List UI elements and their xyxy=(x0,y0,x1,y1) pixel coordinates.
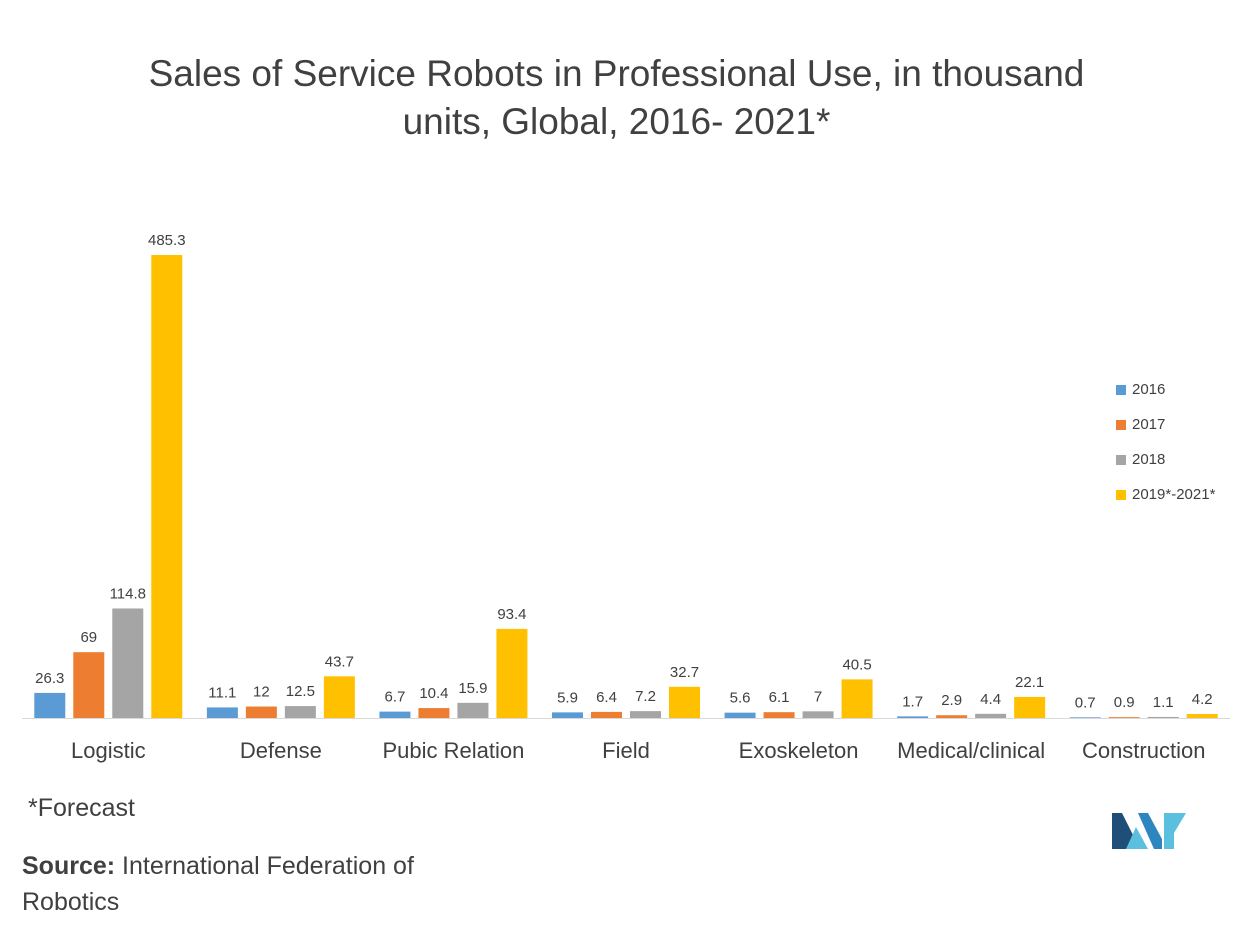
mordor-intelligence-logo xyxy=(1112,813,1186,849)
bar-defense-2019-2021- xyxy=(323,676,355,718)
chart-title-line-2: units, Global, 2016- 2021* xyxy=(402,101,831,142)
bar-construction-2016 xyxy=(1069,717,1101,718)
data-label: 22.1 xyxy=(1015,674,1044,691)
legend-label: 2019*-2021* xyxy=(1132,486,1216,503)
bar-medical-clinical-2017 xyxy=(936,715,968,718)
data-label: 6.7 xyxy=(384,689,405,706)
bar-exoskeleton-2019-2021- xyxy=(841,679,873,718)
data-label: 1.7 xyxy=(902,693,923,710)
bar-defense-2018 xyxy=(284,706,316,718)
chart-title: Sales of Service Robots in Professional … xyxy=(0,50,1233,146)
bar-pubic-relation-2017 xyxy=(418,708,450,718)
data-label: 6.1 xyxy=(769,689,790,706)
data-label: 2.9 xyxy=(941,692,962,709)
data-label: 40.5 xyxy=(842,656,871,673)
legend-swatch xyxy=(1116,489,1126,500)
data-label: 11.1 xyxy=(208,684,236,701)
data-label: 0.7 xyxy=(1075,694,1096,711)
legend-label: 2018 xyxy=(1132,451,1166,468)
bar-field-2016 xyxy=(552,712,583,718)
data-label: 114.8 xyxy=(110,585,146,602)
category-label: Construction xyxy=(1082,738,1206,763)
legend-item: 2019*-2021* xyxy=(1116,477,1215,512)
data-label: 7 xyxy=(814,688,822,705)
bar-construction-2019-2021- xyxy=(1186,713,1218,718)
data-label: 69 xyxy=(80,629,97,646)
data-label: 6.4 xyxy=(596,689,617,706)
legend-swatch xyxy=(1116,454,1126,465)
data-label: 5.6 xyxy=(730,690,751,707)
category-label: Exoskeleton xyxy=(739,738,859,763)
bar-field-2018 xyxy=(630,711,661,718)
data-label: 15.9 xyxy=(458,680,487,697)
category-label: Medical/clinical xyxy=(897,738,1045,763)
bar-construction-2018 xyxy=(1147,716,1179,718)
legend-swatch xyxy=(1116,419,1126,430)
bar-field-2017 xyxy=(591,711,622,718)
bar-logistic-2019-2021- xyxy=(151,255,183,718)
data-label: 32.7 xyxy=(670,664,699,681)
bar-exoskeleton-2018 xyxy=(802,711,834,718)
chart-title-line-1: Sales of Service Robots in Professional … xyxy=(148,53,1085,94)
data-label: 93.4 xyxy=(497,606,526,623)
data-label: 10.4 xyxy=(419,685,448,702)
source-text: International Federation of Robotics xyxy=(22,852,414,916)
legend-label: 2016 xyxy=(1132,381,1166,398)
category-label: Pubic Relation xyxy=(382,738,524,763)
bar-exoskeleton-2016 xyxy=(724,712,756,718)
data-label: 12 xyxy=(253,684,270,701)
data-label: 4.4 xyxy=(980,691,1001,708)
bar-medical-clinical-2016 xyxy=(897,716,929,718)
category-label: Logistic xyxy=(71,738,146,763)
data-label: 12.5 xyxy=(286,683,315,700)
data-label: 1.1 xyxy=(1153,694,1174,711)
data-label: 485.3 xyxy=(148,232,186,249)
data-label: 7.2 xyxy=(635,688,656,705)
legend-item: 2017 xyxy=(1116,407,1215,442)
source-note: Source: International Federation of Robo… xyxy=(22,848,492,920)
bar-defense-2016 xyxy=(206,707,238,718)
legend-label: 2017 xyxy=(1132,416,1166,433)
data-label: 26.3 xyxy=(35,670,64,687)
category-label: Field xyxy=(602,738,650,763)
bar-logistic-2016 xyxy=(34,692,66,718)
bar-construction-2017 xyxy=(1108,717,1140,718)
bar-medical-clinical-2018 xyxy=(975,713,1007,718)
bar-pubic-relation-2018 xyxy=(457,702,489,718)
bar-pubic-relation-2016 xyxy=(379,711,411,718)
data-label: 4.2 xyxy=(1192,691,1213,708)
legend: 2016 2017 2018 2019*-2021* xyxy=(1116,372,1215,512)
forecast-footnote: *Forecast xyxy=(28,794,135,822)
bar-logistic-2018 xyxy=(112,608,144,718)
source-label: Source: xyxy=(22,852,116,880)
bar-defense-2017 xyxy=(245,706,277,718)
legend-item: 2018 xyxy=(1116,442,1215,477)
data-label: 0.9 xyxy=(1114,694,1135,711)
bar-medical-clinical-2019-2021- xyxy=(1014,696,1046,718)
category-label: Defense xyxy=(240,738,322,763)
bar-logistic-2017 xyxy=(73,652,105,718)
legend-swatch xyxy=(1116,384,1126,395)
legend-item: 2016 xyxy=(1116,372,1215,407)
data-label: 5.9 xyxy=(557,689,578,706)
bar-field-2019-2021- xyxy=(669,686,700,718)
data-label: 43.7 xyxy=(325,653,354,670)
bar-pubic-relation-2019-2021- xyxy=(496,628,528,718)
bar-exoskeleton-2017 xyxy=(763,712,795,718)
